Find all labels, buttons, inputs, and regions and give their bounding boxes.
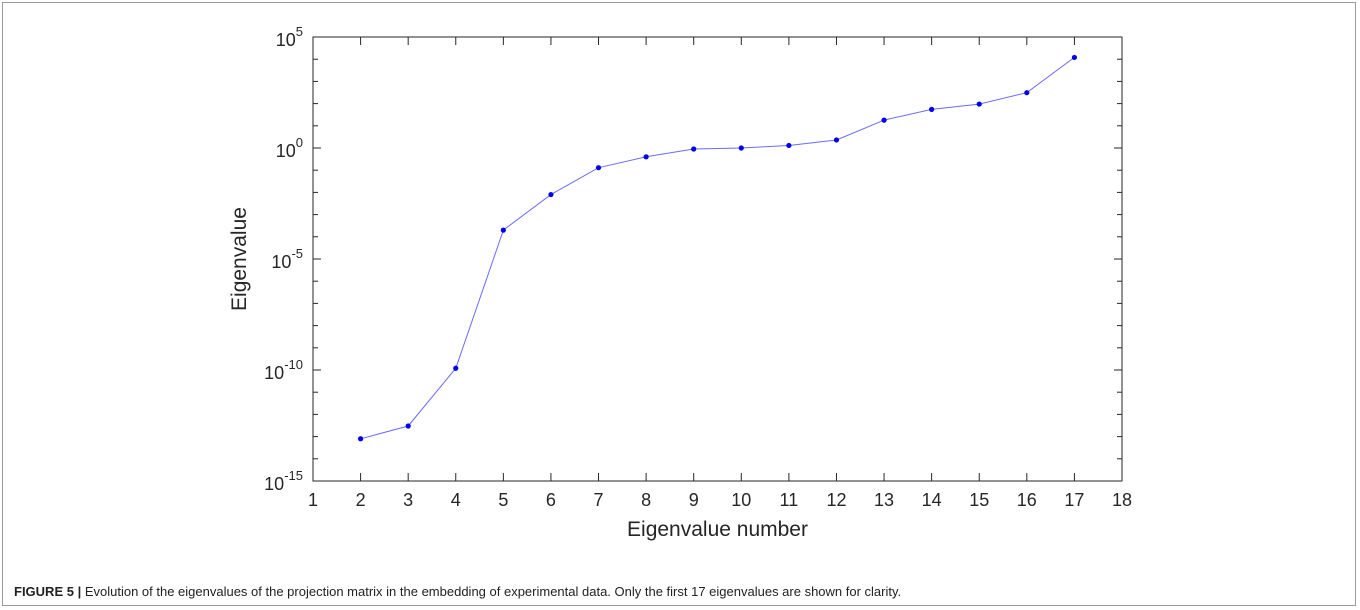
data-point [405, 423, 411, 429]
data-point [976, 101, 982, 107]
eigenvalue-chart: 1 2 3 4 5 6 7 8 9 10 11 12 13 14 15 16 17 18 10-1510-1010… [228, 24, 1132, 541]
x-tick-label: 14 [922, 490, 942, 510]
data-point [881, 117, 887, 123]
data-point [738, 145, 744, 151]
x-tick-label: 2 [356, 490, 366, 510]
y-tick-label: 105 [276, 24, 303, 50]
y-tick-label: 10-15 [264, 468, 303, 494]
y-tick-label: 100 [276, 135, 303, 161]
data-point [929, 106, 935, 112]
data-point [691, 146, 697, 152]
y-tick-label: 10-10 [264, 357, 303, 383]
data-point [1024, 90, 1030, 96]
x-axis-title: Eigenvalue number [627, 518, 808, 541]
y-tick-label: 10-5 [271, 246, 303, 272]
x-tick-label: 3 [403, 490, 413, 510]
x-tick-label: 6 [546, 490, 556, 510]
caption-label: FIGURE 5 | [14, 584, 82, 599]
y-tick-labels: 10-15 10-10 10-5 100 105 [264, 24, 303, 494]
data-point [548, 191, 554, 198]
data-point [643, 154, 649, 160]
x-tick-label: 16 [1017, 490, 1037, 510]
data-point [595, 165, 602, 171]
figure-caption: FIGURE 5 | Evolution of the eigenvalues … [14, 584, 901, 599]
x-tick-label: 10 [731, 490, 751, 510]
y-axis-title: Eigenvalue [228, 207, 251, 311]
x-tick-label: 13 [874, 490, 894, 510]
plot-box [312, 36, 1123, 482]
data-point [500, 227, 506, 233]
data-point [833, 137, 840, 143]
x-tick-label: 5 [498, 490, 508, 510]
series-line [360, 56, 1075, 440]
x-tick-label: 12 [826, 490, 846, 510]
caption-text: Evolution of the eigenvalues of the proj… [81, 584, 902, 599]
x-tick-label: 8 [641, 490, 651, 510]
data-points [357, 54, 1078, 442]
data-point [357, 436, 364, 442]
x-tick-label: 11 [780, 490, 799, 510]
x-tick-label: 17 [1064, 490, 1084, 510]
data-point [453, 365, 459, 371]
data-point [786, 142, 792, 149]
x-tick-label: 4 [451, 490, 461, 510]
x-tick-label: 15 [969, 490, 989, 510]
tick-marks [312, 36, 1123, 482]
x-tick-label: 18 [1112, 490, 1132, 510]
x-tick-label: 1 [308, 490, 318, 510]
x-tick-label: 9 [689, 490, 699, 510]
axes [312, 36, 1123, 482]
data-point [1071, 54, 1078, 61]
x-tick-labels: 1 2 3 4 5 6 7 8 9 10 11 12 13 14 15 16 17 18 [308, 490, 1132, 510]
x-tick-label: 7 [594, 490, 604, 510]
